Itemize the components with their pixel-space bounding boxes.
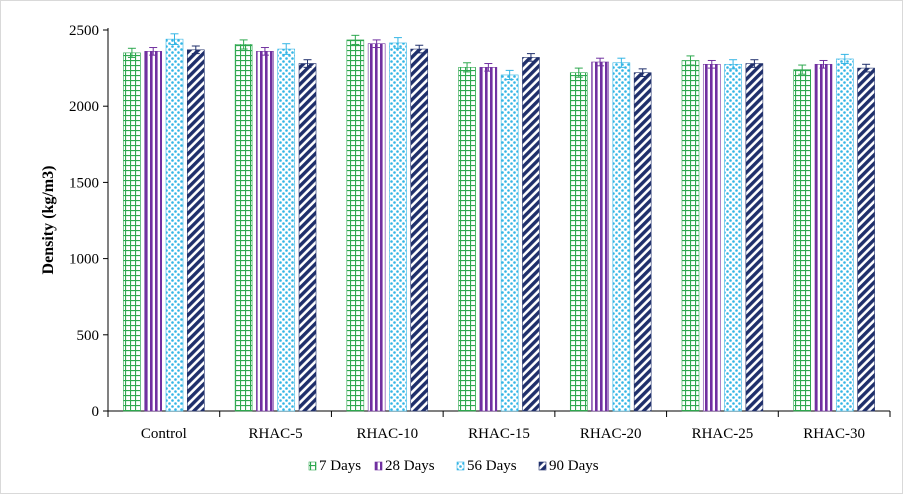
bar xyxy=(277,48,296,412)
bar xyxy=(835,58,854,412)
legend-item: 90 Days xyxy=(538,458,599,474)
legend-swatch xyxy=(538,461,547,471)
y-tick-label: 2500 xyxy=(69,23,99,39)
bar xyxy=(793,69,811,412)
legend: 7 Days 28 Days 56 Days 90 Days xyxy=(308,458,599,474)
x-tick-label: RHAC-30 xyxy=(803,426,865,442)
bar xyxy=(814,63,833,412)
x-tick-label: RHAC-20 xyxy=(580,426,642,442)
bar xyxy=(410,48,429,412)
bar xyxy=(591,61,609,412)
legend-label: 28 Days xyxy=(385,458,435,474)
legend-swatch xyxy=(308,461,317,471)
y-tick-label: 1500 xyxy=(69,175,99,191)
bar xyxy=(500,74,519,412)
y-tick-label: 2000 xyxy=(69,99,99,115)
bar xyxy=(633,72,652,412)
bar xyxy=(165,38,184,412)
x-tick-label: RHAC-15 xyxy=(468,426,530,442)
y-tick-label: 500 xyxy=(77,328,100,344)
bar xyxy=(123,52,141,412)
x-tick-label: Control xyxy=(141,426,187,442)
bar xyxy=(612,62,631,412)
bar xyxy=(389,42,407,412)
bar xyxy=(681,60,700,412)
legend-label: 7 Days xyxy=(319,458,361,474)
bar xyxy=(745,63,764,412)
bars-layer xyxy=(123,33,875,412)
x-tick-label: RHAC-25 xyxy=(692,426,754,442)
bar xyxy=(569,72,588,412)
legend-label: 90 Days xyxy=(549,458,599,474)
legend-item: 7 Days xyxy=(308,458,361,474)
bar xyxy=(857,67,875,412)
legend-swatch xyxy=(456,461,465,471)
y-axis-label: Density (kg/m3) xyxy=(40,166,57,275)
bar xyxy=(367,43,386,412)
bar xyxy=(298,63,317,412)
x-tick-label: RHAC-5 xyxy=(248,426,302,442)
bar xyxy=(522,57,540,412)
bar xyxy=(458,67,476,412)
legend-item: 56 Days xyxy=(456,458,517,474)
labels-layer: 0 500 1000 1500 2000 2500 Control RHAC-5 RHAC-10… xyxy=(69,23,865,442)
bar xyxy=(702,63,721,412)
bar xyxy=(144,51,163,412)
legend-swatch xyxy=(374,461,383,471)
bar xyxy=(256,51,274,412)
bar xyxy=(724,63,742,412)
y-tick-label: 0 xyxy=(92,404,100,420)
x-tick-label: RHAC-10 xyxy=(356,426,418,442)
legend-item: 28 Days xyxy=(374,458,435,474)
legend-label: 56 Days xyxy=(467,458,517,474)
bar xyxy=(479,67,498,412)
bar xyxy=(234,44,253,412)
bar xyxy=(187,49,205,412)
y-tick-label: 1000 xyxy=(69,252,99,268)
bar xyxy=(346,39,365,412)
